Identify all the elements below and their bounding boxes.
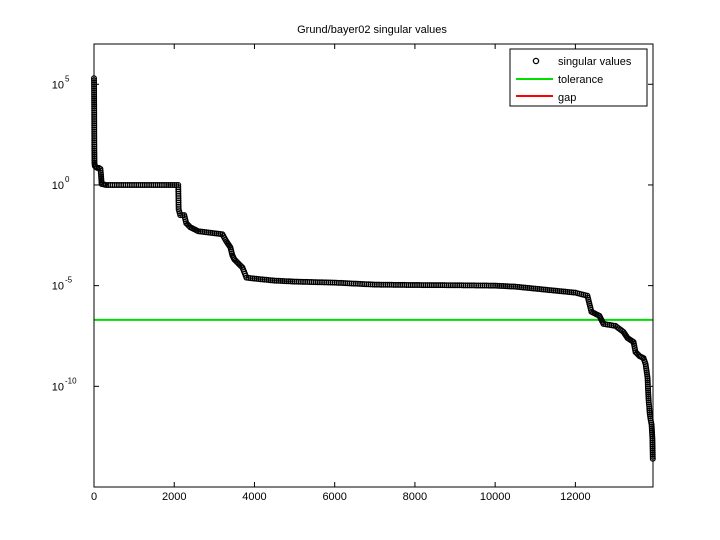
singular-value-point	[645, 389, 652, 396]
x-tick-label: 4000	[242, 491, 266, 503]
x-tick-label: 0	[91, 491, 97, 503]
singular-value-point	[646, 403, 653, 410]
singular-value-point	[167, 181, 174, 188]
singular-value-point	[281, 278, 288, 285]
singular-value-point	[285, 278, 292, 285]
singular-value-point	[273, 277, 280, 284]
singular-value-point	[163, 181, 170, 188]
singular-value-point	[494, 282, 501, 289]
y-tick-label-base: 10	[52, 79, 64, 91]
singular-value-point	[648, 427, 655, 434]
y-tick-label-exponent: 5	[65, 74, 70, 83]
singular-value-point	[649, 439, 656, 446]
singular-value-point	[496, 282, 503, 289]
singular-value-point	[649, 437, 656, 444]
singular-value-point	[645, 387, 652, 394]
singular-value-point	[279, 278, 286, 285]
singular-value-point	[165, 181, 172, 188]
plot-frame	[93, 43, 654, 488]
singular-value-point	[649, 431, 656, 438]
singular-value-point	[649, 435, 656, 442]
legend-marker-singular-values	[532, 57, 540, 65]
legend: singular values tolerance gap	[509, 48, 648, 107]
singular-value-point	[648, 423, 655, 430]
y-tick-label-base: 10	[52, 180, 64, 192]
y-tick-label-exponent: -5	[65, 276, 73, 285]
singular-value-point	[275, 277, 282, 284]
legend-label-tolerance: tolerance	[558, 74, 603, 86]
singular-value-point	[645, 397, 652, 404]
singular-value-point	[644, 375, 651, 382]
singular-value-point	[648, 421, 655, 428]
singular-value-point	[645, 393, 652, 400]
singular-value-point	[502, 283, 509, 290]
singular-value-point	[271, 277, 278, 284]
singular-value-point	[506, 283, 513, 290]
singular-value-point	[161, 181, 168, 188]
singular-value-point	[510, 283, 517, 290]
x-tick-label: 10000	[480, 491, 511, 503]
singular-value-point	[492, 282, 499, 289]
singular-value-point	[645, 395, 652, 402]
chart-title: Grund/bayer02 singular values	[297, 24, 447, 36]
singular-value-point	[169, 181, 176, 188]
y-tick-label-base: 10	[52, 381, 64, 393]
singular-value-point	[277, 277, 284, 284]
singular-values-series	[90, 75, 656, 462]
y-tick-label-exponent: -10	[65, 376, 77, 385]
singular-value-point	[646, 407, 653, 414]
singular-value-point	[644, 379, 651, 386]
singular-value-point	[289, 278, 296, 285]
singular-value-point	[649, 429, 656, 436]
singular-value-point	[648, 425, 655, 432]
x-axis: 0 2000 4000 6000 8000 10000 12000	[91, 44, 591, 503]
singular-value-point	[644, 385, 651, 392]
singular-value-point	[287, 278, 294, 285]
singular-value-point	[490, 282, 497, 289]
singular-value-point	[644, 377, 651, 384]
x-tick-label: 6000	[322, 491, 346, 503]
legend-label-gap: gap	[558, 92, 576, 104]
singular-value-point	[649, 433, 656, 440]
singular-value-point	[646, 405, 653, 412]
y-tick-label-base: 10	[52, 281, 64, 293]
x-tick-label: 2000	[162, 491, 186, 503]
x-tick-label: 12000	[560, 491, 591, 503]
singular-value-point	[644, 381, 651, 388]
x-tick-label: 8000	[403, 491, 427, 503]
singular-value-point	[645, 391, 652, 398]
y-tick-label-exponent: 0	[65, 175, 70, 184]
singular-value-point	[283, 278, 290, 285]
legend-label-singular-values: singular values	[558, 56, 632, 68]
singular-value-point	[504, 283, 511, 290]
singular-value-point	[498, 282, 505, 289]
singular-value-point	[500, 283, 507, 290]
plot-area	[94, 44, 653, 487]
singular-value-point	[508, 283, 515, 290]
